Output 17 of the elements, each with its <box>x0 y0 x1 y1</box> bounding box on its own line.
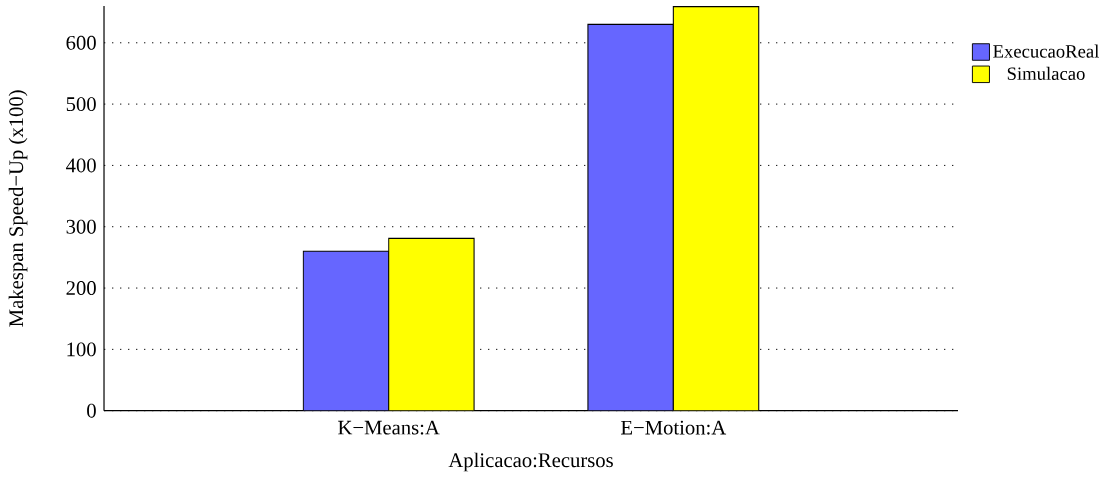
y-tick-label: 200 <box>66 281 96 296</box>
y-tick-label: 400 <box>66 158 96 173</box>
x-tick-label: K−Means:A <box>338 420 440 435</box>
y-tick-label: 300 <box>66 219 96 234</box>
y-tick-label: 500 <box>66 97 96 112</box>
bar <box>672 6 760 411</box>
x-axis-title: Aplicacao:Recursos <box>448 452 613 472</box>
y-tick-label: 0 <box>87 403 96 418</box>
bar <box>388 238 475 411</box>
y-axis-title: Makespan Speed−Up (x100) <box>8 90 28 327</box>
legend-label: Simulacao <box>1007 66 1085 80</box>
x-tick-label: E−Motion:A <box>621 420 727 435</box>
legend-label: ExecucaoReal <box>993 44 1099 58</box>
bar <box>587 23 674 411</box>
y-tick-label: 600 <box>66 35 96 50</box>
bar <box>303 251 389 411</box>
y-tick-label: 100 <box>67 342 96 357</box>
